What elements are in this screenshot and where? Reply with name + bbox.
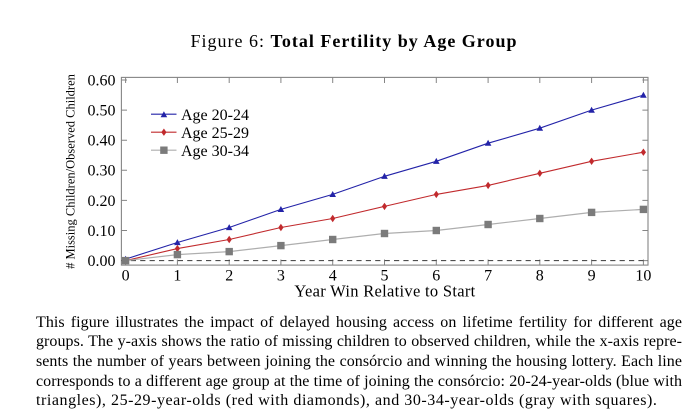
- svg-text:Age 20-24: Age 20-24: [181, 107, 249, 124]
- svg-text:6: 6: [432, 268, 440, 285]
- svg-text:5: 5: [381, 268, 389, 285]
- svg-text:Year Win Relative to Start: Year Win Relative to Start: [294, 282, 475, 301]
- svg-text:Age 25-29: Age 25-29: [181, 125, 249, 142]
- svg-text:0.40: 0.40: [88, 133, 116, 150]
- svg-text:7: 7: [484, 268, 492, 285]
- svg-text:# Missing Children/Observed Ch: # Missing Children/Observed Children: [64, 73, 78, 269]
- svg-text:1: 1: [173, 268, 181, 285]
- svg-text:4: 4: [329, 268, 337, 285]
- svg-text:3: 3: [277, 268, 285, 285]
- svg-text:0: 0: [122, 268, 130, 285]
- svg-text:0.10: 0.10: [88, 223, 116, 240]
- svg-text:9: 9: [588, 268, 596, 285]
- svg-text:0.00: 0.00: [88, 253, 116, 270]
- svg-text:8: 8: [536, 268, 544, 285]
- svg-text:2: 2: [225, 268, 233, 285]
- svg-text:10: 10: [635, 268, 651, 285]
- svg-text:0.50: 0.50: [88, 103, 116, 120]
- svg-text:0.20: 0.20: [88, 193, 116, 210]
- svg-text:0.60: 0.60: [88, 72, 116, 89]
- svg-text:0.30: 0.30: [88, 163, 116, 180]
- svg-text:Age 30-34: Age 30-34: [181, 143, 249, 160]
